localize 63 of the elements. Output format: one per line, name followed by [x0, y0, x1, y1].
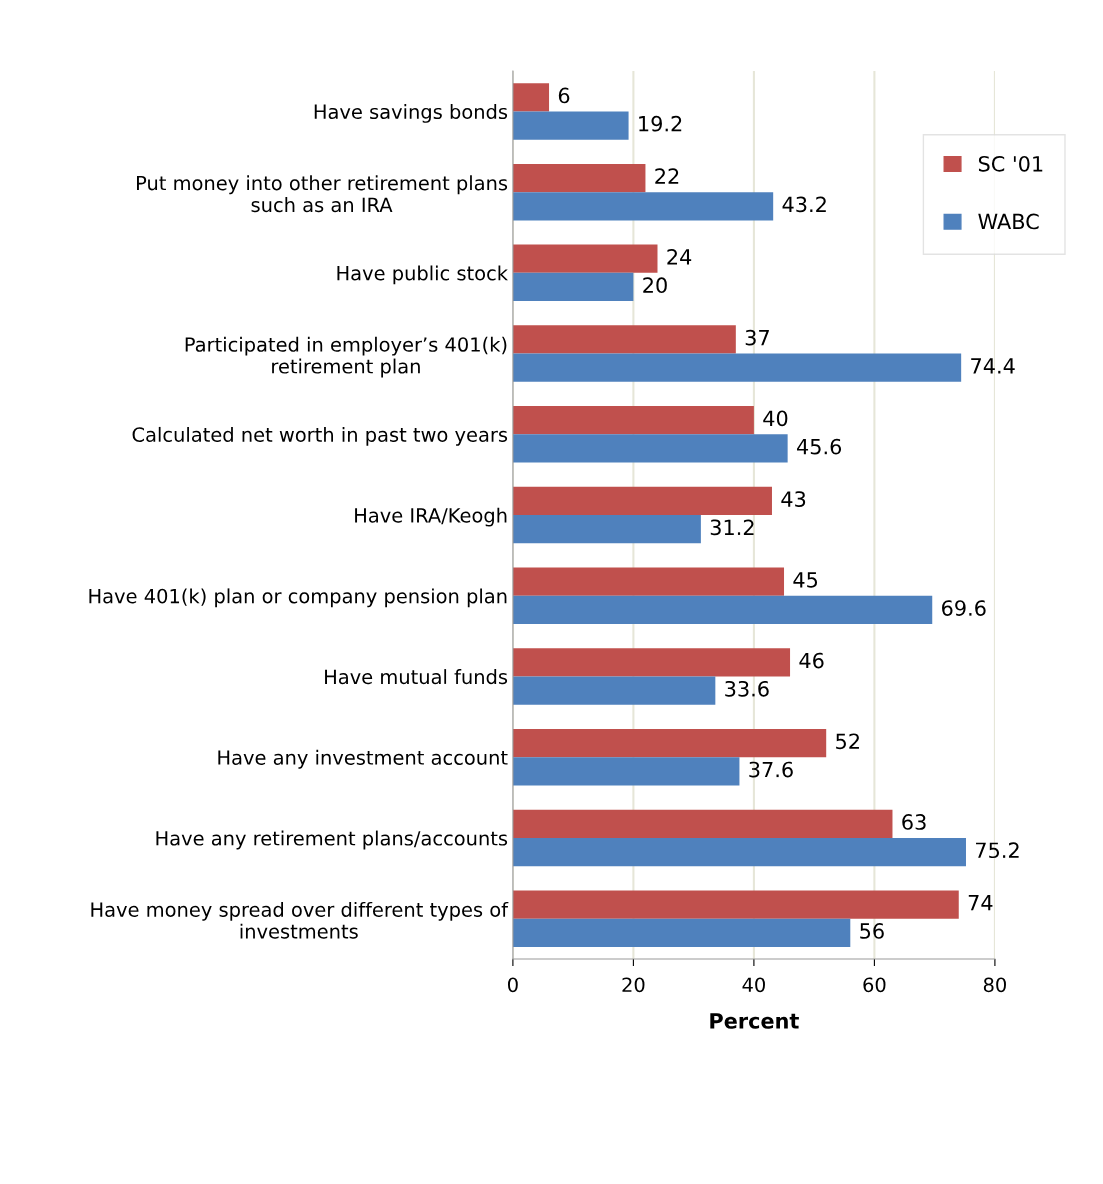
- data-label: 46: [799, 652, 824, 669]
- data-label: 33.6: [725, 680, 769, 697]
- legend-label: WABC: [978, 213, 1039, 230]
- data-label: 52: [836, 733, 859, 750]
- bar: [512, 486, 772, 516]
- y-tick-label: Have mutual funds: [325, 669, 508, 685]
- bar: [512, 163, 646, 193]
- y-tick-label: Participated in employer’s 401(k) retirement plan: [185, 336, 507, 378]
- data-label: 43: [781, 491, 806, 507]
- bar: [512, 111, 629, 140]
- data-label: 22: [655, 168, 679, 184]
- data-label: 43.2: [782, 196, 826, 213]
- bar: [512, 890, 959, 919]
- bar: [512, 515, 701, 544]
- x-axis-title: Percent: [710, 1013, 799, 1029]
- y-tick-label: Have savings bonds: [314, 104, 508, 123]
- bar: [512, 595, 933, 625]
- bar: [512, 648, 791, 677]
- data-label: 37: [745, 329, 769, 346]
- bar: [512, 434, 788, 463]
- y-tick-label: Have public stock: [337, 265, 508, 285]
- data-label: 19.2: [639, 115, 682, 132]
- y-tick-label: Put money into other retirement plans such as an IRA: [137, 175, 508, 213]
- x-tick-label: 0: [507, 977, 518, 993]
- y-tick-label: Have any retirement plans/accounts: [156, 830, 508, 850]
- data-label: 20: [643, 277, 667, 294]
- data-label: 40: [763, 410, 788, 427]
- x-tick-label: 60: [863, 977, 886, 993]
- bar: [512, 757, 740, 786]
- bar: [512, 353, 962, 382]
- x-tick-label: 40: [742, 977, 765, 993]
- data-label: 75.2: [976, 842, 1019, 859]
- bar: [512, 192, 774, 221]
- y-tick-label: Calculated net worth in past two years: [132, 426, 508, 446]
- bar: [512, 728, 827, 758]
- x-tick-label: 80: [983, 977, 1006, 993]
- bar: [512, 676, 716, 705]
- bar: [512, 567, 785, 596]
- data-label: 63: [902, 814, 926, 830]
- data-label: 45: [793, 572, 818, 588]
- data-label: 31.2: [710, 519, 754, 536]
- bar: [512, 83, 550, 112]
- data-label: 24: [667, 249, 692, 265]
- y-tick-label: Have money spread over different types of investments: [91, 901, 509, 939]
- bar: [512, 325, 736, 354]
- y-tick-label: Have any investment account: [218, 749, 508, 769]
- bar: [512, 837, 966, 867]
- bar: [512, 406, 754, 435]
- data-label: 45.6: [796, 438, 842, 455]
- data-label: 37.6: [749, 761, 793, 778]
- bar: [512, 272, 634, 302]
- data-label: 69.6: [942, 600, 986, 616]
- data-label: 74: [968, 895, 993, 911]
- y-tick-label: Have 401(k) plan or company pension plan: [89, 588, 507, 608]
- bar: [512, 809, 893, 838]
- data-label: 6: [558, 87, 570, 104]
- x-tick-label: 20: [622, 977, 645, 993]
- bar: [512, 918, 851, 947]
- bar: [512, 244, 658, 273]
- legend-label: SC '01: [978, 155, 1043, 172]
- data-label: 74.4: [971, 358, 1015, 374]
- y-tick-label: Have IRA/Keogh: [355, 507, 507, 527]
- data-label: 56: [860, 923, 884, 939]
